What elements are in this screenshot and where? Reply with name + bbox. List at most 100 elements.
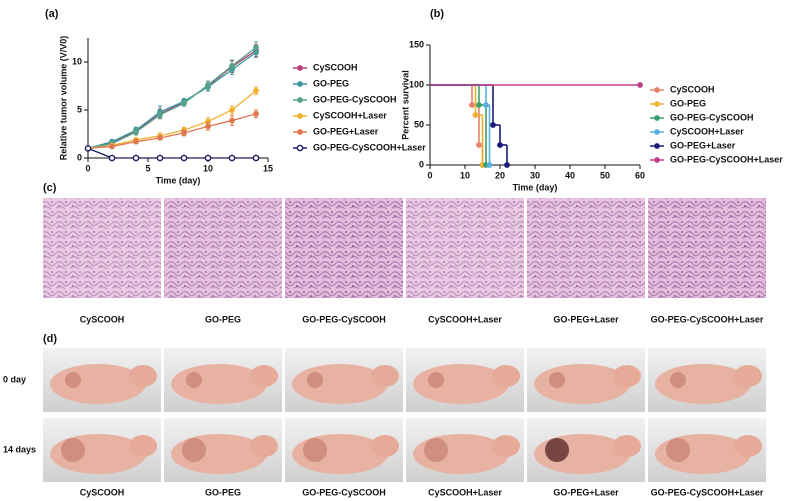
legend-marker	[297, 113, 303, 119]
marker	[229, 117, 235, 124]
series-line	[87, 47, 257, 150]
legend-label: CySCOOH+Laser	[670, 126, 744, 136]
y-tick-label: 10	[72, 56, 82, 66]
x-tick-label: 0	[85, 163, 90, 173]
marker	[157, 134, 163, 141]
x-tick-label: 40	[565, 170, 575, 180]
panel-label: (c)	[43, 182, 57, 194]
mouse-head	[371, 435, 399, 457]
histology-image	[648, 198, 766, 298]
image-caption: CySCOOH	[80, 487, 125, 497]
marker	[133, 138, 139, 145]
tumor	[186, 372, 202, 388]
image-caption: CySCOOH+Laser	[428, 487, 502, 497]
marker	[483, 102, 489, 108]
x-tick-label: 10	[203, 163, 213, 173]
legend-marker	[296, 144, 304, 152]
legend-marker	[297, 97, 303, 103]
x-axis-label: Time (day)	[513, 182, 558, 192]
mouse-head	[492, 435, 520, 457]
y-tick-label: 150	[409, 39, 424, 49]
histology-image	[527, 198, 645, 298]
image-caption: GO-PEG-CySCOOH+Laser	[651, 487, 764, 497]
histology-image	[43, 198, 161, 298]
marker	[472, 112, 479, 118]
tumor	[303, 438, 327, 462]
legend-label: GO-PEG-CySCOOH+Laser	[670, 154, 783, 164]
series-line	[87, 90, 257, 150]
marker	[205, 82, 211, 88]
marker	[637, 82, 643, 88]
histology-image	[406, 198, 524, 298]
x-tick-label: 10	[460, 170, 470, 180]
legend-label: GO-PEG+Laser	[670, 140, 736, 150]
marker	[486, 162, 493, 168]
marker	[181, 100, 187, 107]
image-caption: GO-PEG	[205, 314, 241, 324]
panel-label: (a)	[45, 8, 59, 20]
legend-marker	[654, 157, 660, 163]
tumor	[666, 438, 690, 462]
legend-marker	[654, 87, 660, 93]
row-label: 14 days	[3, 444, 36, 454]
x-tick-label: 30	[530, 170, 540, 180]
x-tick-label: 20	[495, 170, 505, 180]
legend-label: GO-PEG-CySCOOH	[313, 94, 397, 104]
legend-label: CySCOOH	[670, 84, 715, 94]
legend-marker	[297, 81, 303, 87]
legend-label: GO-PEG+Laser	[313, 126, 379, 136]
image-caption: GO-PEG+Laser	[553, 487, 619, 497]
mouse-head	[734, 435, 762, 457]
y-axis-label: Relative tumor volume (V/V0)	[58, 36, 68, 161]
histology-image	[164, 198, 282, 298]
legend-marker	[297, 65, 303, 71]
image-caption: GO-PEG-CySCOOH	[302, 487, 386, 497]
marker	[180, 154, 188, 162]
tumor	[549, 372, 565, 388]
marker	[108, 154, 116, 162]
marker	[252, 154, 260, 162]
legend-label: GO-PEG	[670, 98, 706, 108]
mouse-head	[250, 365, 278, 387]
tumor	[428, 372, 444, 388]
panel-label: (d)	[43, 333, 57, 345]
marker	[497, 142, 503, 148]
mouse-head	[613, 365, 641, 387]
marker	[476, 142, 482, 148]
legend-marker	[654, 129, 660, 135]
panel-label: (b)	[430, 8, 444, 20]
y-axis-label: Percent survival	[400, 70, 410, 140]
mouse-head	[734, 365, 762, 387]
mouse-head	[250, 435, 278, 457]
y-tick-label: 100	[409, 79, 424, 89]
image-caption: CySCOOH+Laser	[428, 314, 502, 324]
mouse-head	[492, 365, 520, 387]
marker	[229, 62, 235, 69]
image-caption: GO-PEG	[205, 487, 241, 497]
marker	[253, 110, 259, 117]
legend-label: GO-PEG-CySCOOH+Laser	[313, 142, 426, 152]
marker	[229, 107, 235, 113]
marker	[204, 154, 212, 162]
tumor	[670, 372, 686, 388]
series-line	[87, 113, 257, 150]
x-tick-label: 15	[263, 163, 273, 173]
legend-marker	[654, 101, 660, 107]
histology-image	[285, 198, 403, 298]
x-tick-label: 60	[635, 170, 645, 180]
marker	[205, 123, 211, 130]
mouse-head	[129, 365, 157, 387]
x-axis-label: Time (day)	[156, 175, 201, 185]
y-tick-label: 0	[77, 152, 82, 162]
legend-marker	[654, 143, 660, 149]
mouse-head	[613, 435, 641, 457]
marker	[504, 162, 510, 168]
tumor	[182, 438, 206, 462]
x-tick-label: 0	[427, 170, 432, 180]
marker	[181, 130, 187, 136]
marker	[132, 154, 140, 162]
tumor	[307, 372, 323, 388]
marker	[253, 87, 259, 94]
tumor	[545, 438, 569, 462]
legend-marker	[654, 115, 660, 121]
